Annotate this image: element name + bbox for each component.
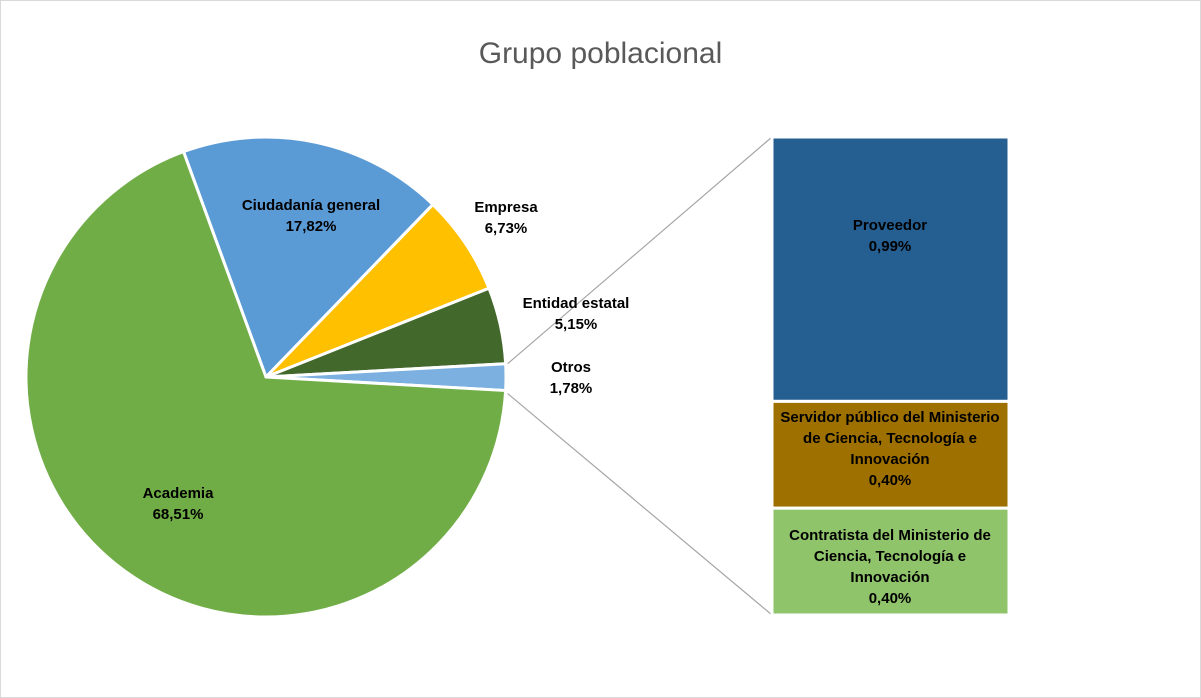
label-value: 68,51% [152,506,204,523]
label-value: 0,40% [868,590,912,607]
bar-segment [770,399,1011,510]
bar-segment [770,506,1011,617]
label-value: 0,40% [868,472,912,489]
bar-segment [770,135,1011,403]
connector-line [507,393,773,616]
pie-slice [181,135,436,380]
chart-title: Grupo poblacional [478,37,723,70]
data-label: Otros 1,78% [526,357,616,399]
data-label: Empresa 6,73% [446,197,566,239]
data-label: Contratista del Ministerio de Ciencia, T… [774,525,1006,609]
label-value: 1,78% [549,380,593,397]
data-label: Ciudadanía general 17,82% [211,195,411,237]
label-name: Academia [142,485,214,502]
label-name: Contratista del Ministerio de Ciencia, T… [789,527,991,586]
label-name: Ciudadanía general [241,197,381,214]
label-value: 17,82% [285,218,337,235]
data-label: Academia 68,51% [103,483,253,525]
label-name: Entidad estatal [522,295,630,312]
label-name: Empresa [474,199,538,216]
connector-line [507,136,773,365]
label-name: Proveedor [852,217,928,234]
pie-slice [24,149,508,619]
label-name: Servidor público del Ministerio de Cienc… [780,409,1000,468]
label-value: 5,15% [554,316,598,333]
label-name: Otros [550,359,591,376]
data-label: Servidor público del Ministerio de Cienc… [774,407,1006,491]
data-label: Entidad estatal 5,15% [496,293,656,335]
label-value: 0,99% [868,238,912,255]
data-label: Proveedor 0,99% [774,215,1006,257]
label-value: 6,73% [484,220,528,237]
